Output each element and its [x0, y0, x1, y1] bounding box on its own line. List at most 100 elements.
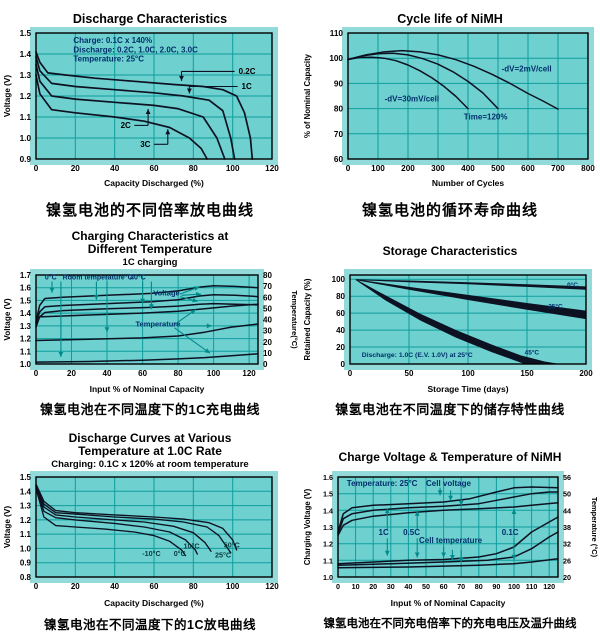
cycle-life-plot: -dV=2mV/cell -dV=30mV/cell Time=120% 0 100 20… — [303, 27, 595, 188]
svg-text:1.6: 1.6 — [20, 284, 32, 293]
svg-text:40: 40 — [336, 326, 345, 335]
chart-title-block: Storage Characteristics — [300, 222, 600, 268]
svg-text:Cell temperature: Cell temperature — [419, 536, 483, 545]
svg-text:40: 40 — [263, 316, 272, 325]
chart-caption-zh: 镍氢电池的不同倍率放电曲线 — [45, 201, 254, 219]
svg-text:1.7: 1.7 — [20, 271, 32, 280]
chart-caption-zh: 镍氢电池在不同充电倍率下的充电电压及温升曲线 — [323, 618, 577, 630]
svg-text:0.5C: 0.5C — [403, 528, 420, 537]
svg-text:120: 120 — [242, 369, 256, 378]
svg-text:0°C: 0°C — [567, 281, 578, 289]
svg-text:80: 80 — [189, 164, 199, 173]
svg-text:700: 700 — [551, 164, 565, 173]
svg-text:40°C: 40°C — [130, 274, 146, 282]
chart-title-block: Discharge Characteristics — [0, 0, 300, 26]
chart-caption-zh: 镍氢电池在不同温度下的储存特性曲线 — [335, 401, 565, 417]
svg-text:1.4: 1.4 — [323, 506, 333, 515]
svg-text:120: 120 — [543, 582, 555, 591]
svg-text:30: 30 — [263, 327, 272, 336]
chart-title-block: Charge Voltage & Temperature of NiMH — [300, 420, 600, 470]
svg-text:1.6: 1.6 — [323, 473, 333, 482]
svg-text:25°C: 25°C — [548, 303, 563, 311]
svg-text:1.4: 1.4 — [20, 309, 32, 318]
svg-text:Temperature (°C): Temperature (°C) — [590, 497, 599, 558]
svg-text:Input % of Nominal Capacity: Input % of Nominal Capacity — [90, 384, 205, 394]
svg-text:Cell voltage: Cell voltage — [426, 479, 471, 488]
chart-cell-discharge-characteristics: Discharge Characteristics Charge: 0.1C x… — [0, 0, 300, 222]
svg-text:20: 20 — [369, 582, 377, 591]
svg-text:1.3: 1.3 — [20, 322, 32, 331]
svg-text:80: 80 — [336, 292, 345, 301]
svg-text:50: 50 — [422, 582, 430, 591]
svg-text:32: 32 — [563, 540, 571, 549]
svg-text:38: 38 — [563, 523, 571, 532]
svg-text:Voltage: Voltage — [153, 289, 180, 298]
svg-text:110: 110 — [526, 582, 538, 591]
svg-text:50: 50 — [263, 304, 272, 313]
chart-cell-charge-voltage-temperature: Charge Voltage & Temperature of NiMH Tem… — [300, 420, 600, 636]
svg-text:100: 100 — [329, 54, 343, 63]
svg-text:80: 80 — [189, 582, 198, 591]
svg-text:110: 110 — [330, 29, 344, 38]
svg-text:Discharge: 1.0C (E.V. 1.0V) at: Discharge: 1.0C (E.V. 1.0V) at 25°C — [362, 351, 473, 359]
svg-text:100: 100 — [508, 582, 520, 591]
svg-text:Room temperature°C: Room temperature°C — [63, 274, 133, 282]
svg-text:Temperature(°C): Temperature(°C) — [290, 290, 299, 349]
svg-text:Number of Cycles: Number of Cycles — [432, 178, 505, 188]
svg-text:1.3: 1.3 — [20, 71, 32, 80]
svg-text:% of Nominal Capacity: % of Nominal Capacity — [303, 53, 312, 138]
svg-text:2C: 2C — [121, 121, 131, 130]
svg-text:Voltage (V): Voltage (V) — [3, 75, 12, 117]
svg-text:150: 150 — [520, 369, 534, 378]
svg-text:100: 100 — [226, 582, 240, 591]
svg-text:200: 200 — [401, 164, 415, 173]
svg-text:1C: 1C — [242, 82, 252, 91]
svg-text:120: 120 — [265, 164, 279, 173]
svg-text:0: 0 — [336, 582, 340, 591]
charging-characteristics-plot: 0°C Room temperature°C40°C Voltage Temperat… — [3, 269, 299, 394]
chart-cell-cycle-life: Cycle life of NiMH -dV=2mV/cell -dV=30mV/… — [300, 0, 600, 222]
svg-text:1.1: 1.1 — [20, 347, 32, 356]
svg-text:Voltage (V): Voltage (V) — [3, 506, 12, 548]
charge-voltage-temperature-plot: Temperature: 25°C Cell voltage 1C 0.5C 0.1C C… — [303, 471, 599, 608]
svg-text:1.1: 1.1 — [20, 530, 32, 539]
chart-title-line1: Charging Characteristics at — [71, 229, 229, 243]
svg-text:Temperature: Temperature — [136, 319, 181, 328]
svg-text:0: 0 — [263, 360, 268, 369]
svg-text:90: 90 — [334, 79, 344, 88]
svg-text:Charging Voltage (V): Charging Voltage (V) — [303, 488, 312, 565]
svg-text:0.8: 0.8 — [20, 573, 32, 582]
svg-text:90: 90 — [492, 582, 500, 591]
svg-text:1.0: 1.0 — [323, 573, 333, 582]
svg-text:-dV=30mV/cell: -dV=30mV/cell — [385, 95, 439, 104]
svg-text:20: 20 — [67, 369, 76, 378]
svg-text:26: 26 — [563, 556, 571, 565]
svg-text:1.0: 1.0 — [20, 134, 32, 143]
svg-text:Charge: 0.1C x 140%: Charge: 0.1C x 140% — [73, 36, 152, 45]
svg-text:1.0: 1.0 — [20, 360, 32, 369]
svg-text:80: 80 — [263, 271, 272, 280]
svg-text:20: 20 — [263, 338, 272, 347]
chart-subtitle: 1C charging — [122, 257, 178, 268]
svg-text:10: 10 — [352, 582, 360, 591]
svg-text:1.2: 1.2 — [20, 92, 32, 101]
svg-text:120: 120 — [265, 582, 279, 591]
svg-text:70: 70 — [334, 130, 344, 139]
svg-text:10°C: 10°C — [184, 541, 200, 550]
chart-title-block: Charging Characteristics at Different Te… — [0, 222, 300, 269]
svg-text:1.2: 1.2 — [323, 540, 333, 549]
chart-subtitle: Charging: 0.1C x 120% at room temperatur… — [51, 459, 249, 470]
svg-text:25°C: 25°C — [215, 551, 231, 560]
svg-text:70: 70 — [263, 282, 272, 291]
svg-text:1.3: 1.3 — [323, 523, 333, 532]
svg-text:30: 30 — [387, 582, 395, 591]
svg-text:40: 40 — [110, 582, 119, 591]
chart-cell-discharge-temperature: Discharge Curves at Various Temperature … — [0, 420, 300, 636]
svg-text:60: 60 — [263, 293, 272, 302]
storage-characteristics-plot: 0°C 25°C 45°C Discharge: 1.0C (E.V. 1.0V) a… — [303, 269, 593, 394]
svg-text:50: 50 — [563, 490, 571, 499]
svg-text:1.5: 1.5 — [20, 29, 32, 38]
svg-text:Voltage (V): Voltage (V) — [3, 298, 12, 340]
